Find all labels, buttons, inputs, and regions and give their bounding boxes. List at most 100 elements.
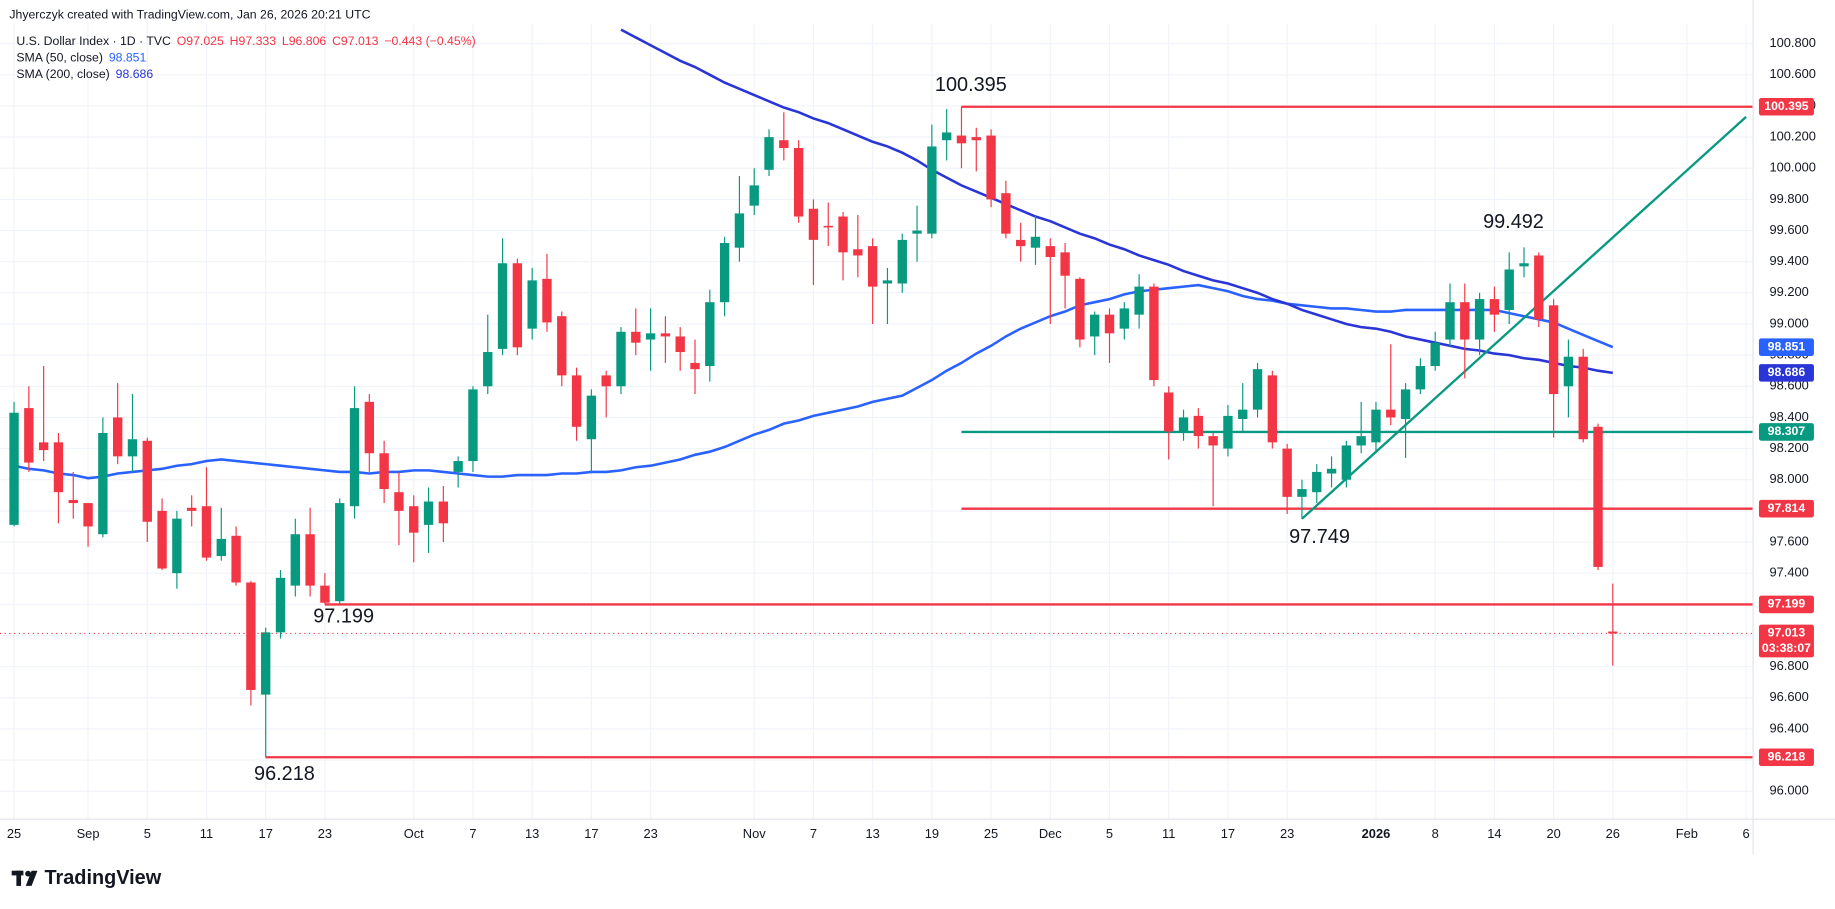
x-tick-label: 2026	[1362, 826, 1391, 841]
price-annotation: 97.199	[313, 606, 374, 628]
price-tag-label: 100.395	[1764, 99, 1809, 113]
candle-body	[586, 395, 597, 440]
price-tag	[1758, 748, 1814, 767]
candle-body	[438, 501, 449, 524]
candle-body	[38, 442, 49, 451]
y-tick-label: 97.600	[1769, 533, 1808, 548]
candle-body	[912, 230, 922, 234]
candle-body	[1593, 426, 1603, 567]
x-tick-label: 25	[7, 826, 21, 841]
x-tick-label: 11	[1162, 826, 1175, 841]
price-tag-label: 97.013	[1768, 626, 1806, 640]
candle-body	[409, 506, 419, 533]
candle-body	[9, 412, 19, 525]
candle-body	[157, 510, 167, 569]
x-tick-label: 23	[643, 826, 657, 841]
trend-line	[1301, 115, 1747, 520]
candle-body	[275, 577, 286, 633]
x-tick-label: Nov	[743, 826, 766, 841]
price-annotation: 99.492	[1483, 211, 1544, 233]
candle-body	[497, 263, 508, 349]
candle-body	[1445, 302, 1455, 340]
candle-body	[1282, 448, 1292, 497]
y-tick-label: 100.200	[1769, 129, 1815, 144]
candle-body	[1223, 415, 1233, 449]
candle-body	[468, 389, 478, 462]
candle-body	[246, 582, 256, 690]
x-tick-label: Sep	[77, 826, 100, 841]
price-tag-label: 97.814	[1768, 501, 1806, 515]
candle-body	[660, 333, 671, 337]
candle-body	[971, 137, 981, 141]
x-tick-label: 23	[1280, 826, 1294, 841]
price-tag	[1758, 624, 1814, 658]
candle-body	[1371, 409, 1381, 443]
y-tick-label: 98.400	[1769, 409, 1808, 424]
candle-body	[1326, 468, 1337, 474]
sma-line	[13, 283, 1614, 480]
candle-body	[1016, 239, 1026, 247]
y-tick-label: 99.400	[1769, 253, 1808, 268]
candle-body	[882, 280, 893, 284]
x-tick-label: 17	[584, 826, 598, 841]
candle-body	[1312, 471, 1322, 493]
candle-body	[394, 492, 404, 511]
legend-close: C97.013	[332, 34, 379, 48]
y-tick-label: 100.600	[1769, 66, 1815, 81]
candle-body	[1548, 305, 1559, 395]
attribution: Jhyerczyk created with TradingView.com, …	[9, 7, 370, 21]
candle-body	[1134, 286, 1144, 315]
x-tick-label: 7	[469, 826, 476, 841]
legend-sma50: SMA (50, close) 98.851	[16, 51, 146, 65]
price-annotation: 96.218	[254, 763, 315, 785]
candle-body	[1386, 409, 1396, 418]
price-tag	[1758, 595, 1814, 614]
candle-body	[853, 249, 863, 256]
sma200-value: 98.686	[116, 67, 154, 81]
candle-body	[808, 208, 819, 240]
candle-body	[216, 538, 226, 557]
price-annotation: 97.749	[1289, 526, 1350, 548]
candle-body	[364, 401, 375, 454]
candle-body	[1563, 356, 1574, 387]
x-tick-label: 19	[925, 826, 939, 841]
legend-change: −0.443 (−0.45%)	[384, 34, 475, 48]
x-tick-label: 23	[318, 826, 332, 841]
x-tick-label: 14	[1487, 826, 1501, 841]
candle-body	[1356, 436, 1366, 446]
sma-line	[620, 28, 1614, 375]
candle-body	[1001, 193, 1011, 234]
x-tick-label: Feb	[1676, 826, 1698, 841]
legend-sma200: SMA (200, close) 98.686	[16, 67, 153, 81]
candle-body	[1045, 246, 1055, 258]
y-tick-label: 96.000	[1769, 783, 1808, 798]
sma50-value: 98.851	[109, 51, 147, 65]
candle-body	[24, 408, 34, 463]
candle-body	[1415, 366, 1426, 390]
candle-body	[187, 507, 197, 511]
y-tick-label: 100.000	[1769, 160, 1815, 175]
candle-body	[631, 331, 641, 343]
candle-body	[1608, 631, 1618, 634]
candle-body	[1149, 286, 1159, 381]
candle-body	[453, 461, 463, 472]
candle-body	[1178, 417, 1189, 432]
x-tick-label: 5	[1106, 826, 1113, 841]
candle-body	[1060, 252, 1070, 276]
x-tick-label: 11	[200, 826, 213, 841]
candle-body	[349, 408, 360, 507]
candle-body	[512, 263, 523, 348]
sma200-name: SMA (200, close)	[16, 67, 109, 81]
candle-body	[1267, 375, 1278, 443]
candle-body	[793, 148, 804, 217]
y-tick-label: 100.800	[1769, 35, 1815, 50]
price-tag-label: 98.851	[1768, 339, 1806, 353]
candle-body	[838, 216, 848, 253]
candle-body	[1400, 389, 1411, 419]
candle-body	[201, 506, 212, 558]
candle-body	[927, 146, 937, 234]
y-tick-label: 96.800	[1769, 658, 1808, 673]
